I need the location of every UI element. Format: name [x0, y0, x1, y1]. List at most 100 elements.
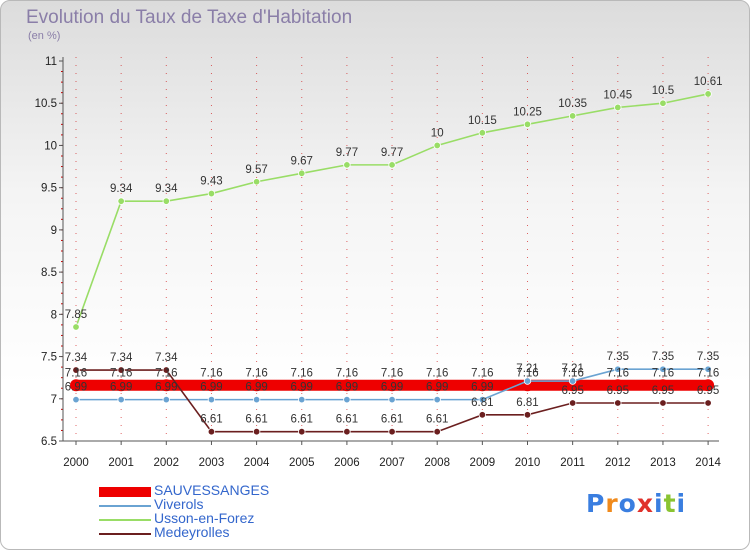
y-tick-label: 9.5	[41, 183, 57, 195]
data-point-medeyrolles	[298, 428, 306, 436]
data-label-medeyrolles: 6.95	[652, 385, 674, 397]
data-point-sauvessanges	[702, 379, 715, 392]
data-point-viverols	[659, 365, 667, 373]
data-label-sauvessanges: 7.16	[291, 367, 313, 379]
data-label-sauvessanges: 7.16	[336, 367, 358, 379]
data-label-viverols: 7.21	[516, 363, 538, 375]
data-point-medeyrolles	[72, 366, 80, 374]
data-label-usson-en-forez: 10.25	[513, 106, 542, 118]
data-point-viverols	[298, 395, 306, 404]
data-label-medeyrolles: 6.95	[561, 385, 583, 397]
data-label-medeyrolles: 7.34	[155, 352, 178, 364]
data-label-medeyrolles: 7.34	[65, 352, 88, 364]
data-label-usson-en-forez: 9.34	[155, 183, 178, 195]
data-label-viverols: 7.35	[697, 351, 719, 363]
x-tick-label: 2004	[244, 457, 270, 469]
data-label-sauvessanges: 7.16	[426, 367, 448, 379]
data-point-sauvessanges	[656, 379, 669, 392]
data-label-sauvessanges: 7.16	[652, 367, 674, 379]
data-point-sauvessanges	[115, 379, 128, 392]
x-tick-label: 2007	[379, 457, 405, 469]
data-label-sauvessanges: 7.16	[516, 367, 538, 379]
data-label-viverols: 6.99	[155, 382, 177, 394]
series-layer	[70, 90, 715, 436]
data-labels: 7.16 7.16 7.16 7.16 7.16 7.16 7.16 7.16 7.16 7.16…	[65, 76, 723, 426]
data-point-viverols	[614, 365, 622, 373]
data-point-viverols	[478, 395, 487, 404]
data-label-sauvessanges: 7.16	[561, 367, 583, 379]
data-label-medeyrolles: 6.95	[697, 385, 719, 397]
data-label-viverols: 6.99	[381, 382, 403, 394]
data-point-usson-en-forez	[704, 90, 712, 98]
data-label-usson-en-forez: 7.85	[65, 309, 87, 321]
data-label-usson-en-forez: 9.57	[245, 164, 267, 176]
data-label-medeyrolles: 6.81	[516, 397, 538, 409]
data-label-sauvessanges: 7.16	[607, 367, 629, 379]
data-point-usson-en-forez	[478, 129, 487, 137]
logo-letter: o	[618, 489, 637, 518]
data-label-viverols: 7.21	[561, 363, 583, 375]
chart-title: Evolution du Taux de Taxe d'Habitation	[26, 7, 353, 28]
data-point-usson-en-forez	[162, 197, 170, 205]
data-label-viverols: 6.99	[65, 382, 87, 394]
data-label-viverols: 6.99	[426, 382, 448, 394]
data-point-medeyrolles	[252, 428, 261, 436]
x-tick-label: 2005	[289, 457, 315, 469]
x-tick-label: 2002	[154, 457, 180, 469]
data-point-medeyrolles	[207, 428, 216, 436]
data-label-usson-en-forez: 10	[431, 127, 444, 139]
data-point-medeyrolles	[568, 399, 577, 407]
data-point-sauvessanges	[431, 379, 444, 392]
data-label-sauvessanges: 7.16	[471, 367, 493, 379]
y-tick-label: 7	[51, 394, 57, 406]
data-label-usson-en-forez: 10.5	[652, 85, 674, 97]
data-point-viverols	[72, 395, 80, 404]
x-tick-label: 2009	[470, 457, 496, 469]
legend-swatch-viverols	[99, 505, 151, 507]
data-point-usson-en-forez	[388, 161, 396, 169]
data-label-usson-en-forez: 9.77	[336, 147, 358, 159]
data-label-viverols: 6.99	[110, 382, 132, 394]
data-label-usson-en-forez: 10.35	[558, 98, 587, 110]
data-label-medeyrolles: 6.61	[245, 414, 267, 426]
data-point-usson-en-forez	[614, 103, 622, 112]
data-point-usson-en-forez	[659, 99, 667, 107]
data-label-sauvessanges: 7.16	[381, 367, 403, 379]
x-tick-label: 2013	[650, 457, 676, 469]
legend-label: SAUVESSANGES	[154, 482, 270, 498]
data-label-sauvessanges: 7.16	[245, 367, 267, 379]
data-point-sauvessanges	[476, 379, 489, 392]
data-label-medeyrolles: 6.61	[291, 414, 313, 426]
data-point-medeyrolles	[433, 428, 441, 436]
data-point-sauvessanges	[340, 379, 353, 392]
data-point-usson-en-forez	[343, 161, 351, 169]
data-point-viverols	[568, 377, 577, 385]
y-tick-label: 7.5	[41, 352, 57, 364]
x-tick-label: 2014	[695, 457, 721, 469]
data-label-medeyrolles: 6.61	[381, 414, 403, 426]
data-point-usson-en-forez	[72, 323, 80, 331]
data-label-usson-en-forez: 10.61	[694, 76, 723, 88]
x-tick-label: 2001	[108, 457, 134, 469]
data-point-sauvessanges	[611, 379, 624, 392]
data-point-usson-en-forez	[298, 169, 306, 178]
data-label-medeyrolles: 7.34	[110, 352, 133, 364]
logo-letter: i	[654, 489, 664, 518]
data-point-sauvessanges	[70, 379, 82, 392]
legend-label: Medeyrolles	[154, 524, 230, 540]
data-label-viverols: 6.99	[471, 382, 493, 394]
x-tick-label: 2008	[424, 457, 450, 469]
data-point-usson-en-forez	[117, 197, 125, 205]
data-point-usson-en-forez	[433, 141, 441, 150]
logo-letter: i	[676, 489, 687, 518]
x-tick-label: 2012	[605, 457, 631, 469]
y-tick-label: 10.5	[35, 98, 57, 110]
data-point-viverols	[523, 377, 532, 385]
y-tick-label: 8.5	[41, 267, 57, 279]
y-tick-label: 9	[51, 225, 57, 237]
logo-letter: x	[636, 489, 654, 518]
data-point-medeyrolles	[117, 366, 125, 374]
data-point-viverols	[207, 395, 216, 404]
